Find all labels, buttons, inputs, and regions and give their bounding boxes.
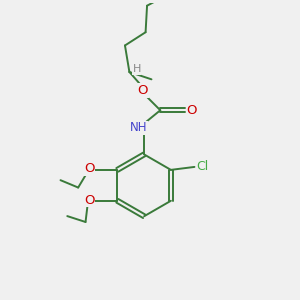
Text: H: H [133,64,141,74]
Text: Cl: Cl [196,160,209,173]
Text: NH: NH [130,122,148,134]
Text: O: O [84,163,94,176]
Text: O: O [187,104,197,117]
Text: O: O [84,194,94,207]
Text: O: O [137,84,148,97]
